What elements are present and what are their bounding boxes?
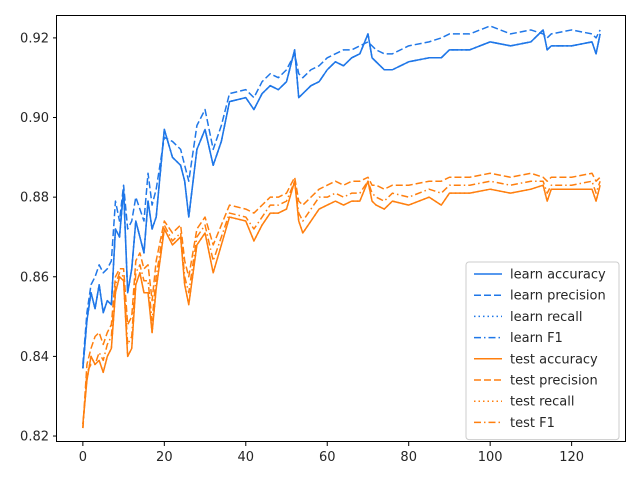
series-line-learn-precision bbox=[82, 25, 601, 365]
legend-label: test recall bbox=[510, 395, 575, 410]
x-tick-label: 80 bbox=[400, 450, 417, 465]
x-tick-label: 40 bbox=[238, 450, 255, 465]
legend-label: test F1 bbox=[510, 416, 555, 431]
y-tick-label: 0.90 bbox=[20, 111, 49, 126]
legend-item-test-accuracy: test accuracy bbox=[474, 352, 598, 367]
legend-item-test-f1: test F1 bbox=[474, 416, 555, 431]
series-line-test-precision bbox=[82, 172, 601, 429]
legend-item-test-recall: test recall bbox=[474, 395, 575, 410]
legend-label: learn accuracy bbox=[510, 268, 606, 283]
x-tick-label: 0 bbox=[79, 450, 87, 465]
y-tick-label: 0.86 bbox=[20, 270, 49, 285]
legend-item-learn-accuracy: learn accuracy bbox=[474, 268, 606, 283]
y-axis: 0.82 0.84 0.86 0.88 0.90 0.92 bbox=[20, 31, 57, 445]
legend-label: test accuracy bbox=[510, 352, 598, 367]
legend-label: learn F1 bbox=[510, 331, 563, 346]
plot-lines bbox=[82, 25, 601, 429]
x-tick-label: 20 bbox=[156, 450, 173, 465]
x-tick-label: 120 bbox=[559, 450, 584, 465]
legend-label: learn precision bbox=[510, 289, 606, 304]
x-axis: 0 20 40 60 80 100 120 bbox=[79, 442, 584, 465]
legend: learn accuracy learn precision learn recal… bbox=[465, 261, 620, 441]
series-line-test-f1 bbox=[82, 180, 601, 429]
y-tick-label: 0.88 bbox=[20, 191, 49, 206]
legend-item-learn-recall: learn recall bbox=[474, 310, 582, 325]
x-tick-label: 100 bbox=[478, 450, 503, 465]
x-tick-label: 60 bbox=[319, 450, 336, 465]
series-line-learn-f1 bbox=[82, 29, 601, 369]
y-tick-label: 0.84 bbox=[20, 350, 49, 365]
y-tick-label: 0.82 bbox=[20, 430, 49, 445]
legend-item-learn-f1: learn F1 bbox=[474, 331, 563, 346]
series-line-test-recall bbox=[82, 180, 601, 425]
legend-label: learn recall bbox=[510, 310, 582, 325]
legend-item-learn-precision: learn precision bbox=[474, 289, 606, 304]
y-tick-label: 0.92 bbox=[20, 31, 49, 46]
legend-box bbox=[465, 261, 620, 441]
plot-frame bbox=[56, 15, 626, 442]
legend-item-test-precision: test precision bbox=[474, 374, 598, 389]
legend-label: test precision bbox=[510, 374, 598, 389]
